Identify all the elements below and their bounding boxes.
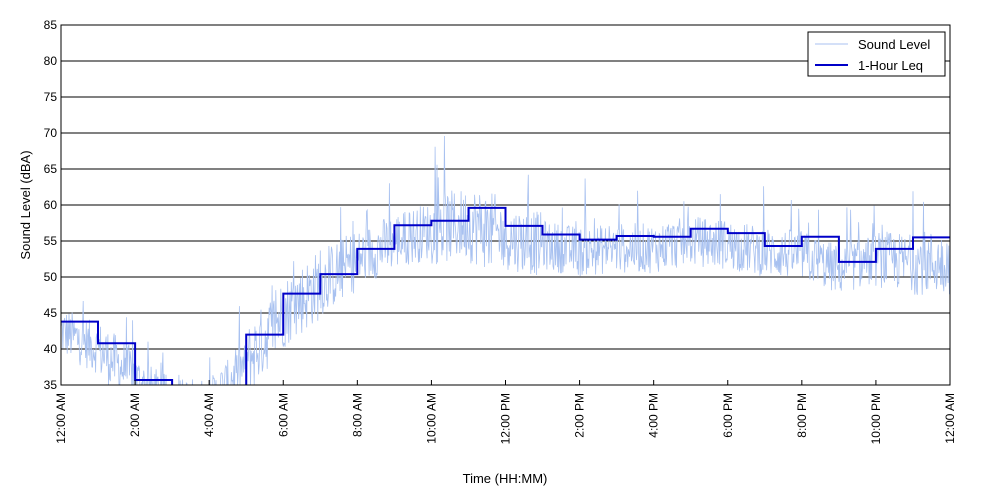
x-tick-label: 4:00 PM	[647, 393, 661, 438]
x-tick-label: 12:00 AM	[943, 393, 957, 444]
x-tick-label: 6:00 AM	[276, 393, 290, 437]
x-axis-ticks: 12:00 AM 2:00 AM 4:00 AM 6:00 AM 8:00 AM 10:0…	[54, 380, 957, 444]
y-axis-title: Sound Level (dBA)	[18, 150, 33, 259]
legend-label-sound-level: Sound Level	[858, 37, 930, 52]
y-tick-label: 55	[44, 234, 58, 248]
y-tick-label: 50	[44, 270, 58, 284]
series-line-1-hour-leq	[61, 206, 950, 385]
x-tick-label: 6:00 PM	[721, 393, 735, 438]
x-tick-label: 2:00 PM	[573, 393, 587, 438]
y-tick-label: 40	[44, 342, 58, 356]
legend: Sound Level 1-Hour Leq	[807, 31, 946, 77]
legend-box	[807, 31, 946, 77]
y-axis-ticks: 35 40 45 50 55 60 65 70 75 80 85	[44, 18, 58, 392]
y-tick-label: 70	[44, 126, 58, 140]
x-tick-label: 4:00 AM	[202, 393, 216, 437]
x-tick-label: 8:00 AM	[350, 393, 364, 437]
x-tick-label: 12:00 PM	[499, 393, 513, 444]
y-tick-label: 85	[44, 18, 58, 32]
x-axis-title: Time (HH:MM)	[463, 471, 548, 486]
y-tick-label: 75	[44, 90, 58, 104]
y-tick-label: 35	[44, 378, 58, 392]
x-tick-label: 12:00 AM	[54, 393, 68, 444]
x-tick-label: 10:00 PM	[869, 393, 883, 444]
y-tick-label: 45	[44, 306, 58, 320]
y-tick-label: 65	[44, 162, 58, 176]
x-tick-label: 10:00 AM	[424, 393, 438, 444]
x-tick-label: 8:00 PM	[795, 393, 809, 438]
legend-label-1-hour-leq: 1-Hour Leq	[858, 58, 923, 73]
y-tick-label: 60	[44, 198, 58, 212]
y-tick-label: 80	[44, 54, 58, 68]
x-tick-label: 2:00 AM	[128, 393, 142, 437]
